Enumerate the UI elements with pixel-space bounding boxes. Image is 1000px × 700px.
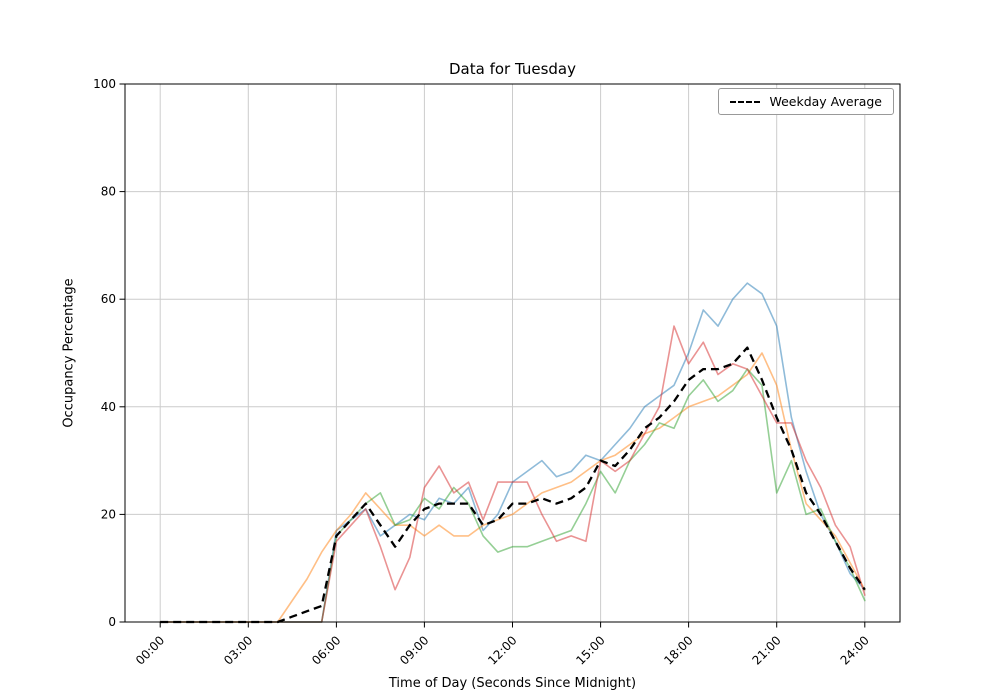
x-axis-label: Time of Day (Seconds Since Midnight) <box>388 676 637 691</box>
x-tick-label: 06:00 <box>309 633 343 667</box>
y-axis-label: Occupancy Percentage <box>61 278 77 428</box>
legend-label: Weekday Average <box>769 94 882 109</box>
y-tick-label: 60 <box>101 292 116 306</box>
y-tick-label: 20 <box>101 507 116 521</box>
x-tick-label: 09:00 <box>397 633 431 667</box>
y-tick-label: 80 <box>101 185 116 199</box>
x-tick-label: 24:00 <box>838 633 872 667</box>
x-tick-label: 15:00 <box>573 633 607 667</box>
x-tick-label: 12:00 <box>485 633 519 667</box>
x-tick-label: 21:00 <box>749 633 783 667</box>
x-tick-label: 00:00 <box>133 633 167 667</box>
y-tick-label: 0 <box>108 615 116 629</box>
y-tick-label: 40 <box>101 400 116 414</box>
chart-title: Data for Tuesday <box>448 60 576 78</box>
legend: Weekday Average <box>718 88 894 115</box>
dashed-line-icon <box>730 100 761 103</box>
x-tick-label: 03:00 <box>221 633 255 667</box>
y-tick-label: 100 <box>93 77 116 91</box>
x-tick-label: 18:00 <box>661 633 695 667</box>
